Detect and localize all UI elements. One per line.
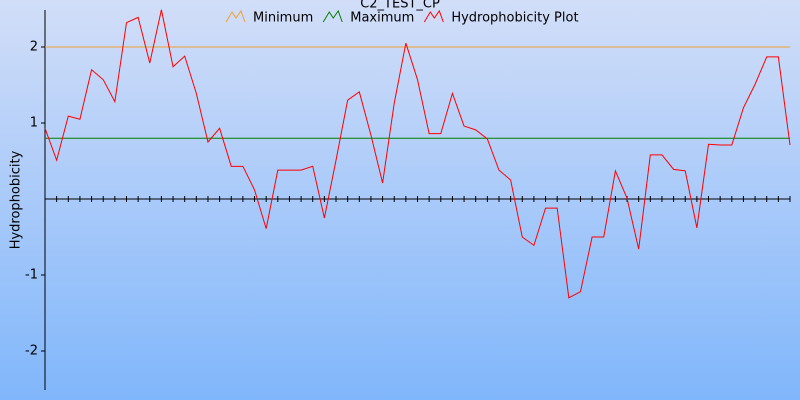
legend-label: Maximum xyxy=(350,11,414,26)
legend-icon xyxy=(423,9,444,23)
y-tick-label: -1 xyxy=(25,268,38,283)
legend-label: Hydrophobicity Plot xyxy=(451,11,578,26)
data-line xyxy=(44,9,791,299)
legend-icon xyxy=(322,9,343,23)
chart-title: C2_TEST_CP xyxy=(360,0,440,12)
legend-icon xyxy=(225,9,246,23)
legend-label: Minimum xyxy=(253,11,313,26)
y-tick-label: 2 xyxy=(30,40,38,55)
y-tick-label: -2 xyxy=(25,344,38,359)
y-axis-label: Hydrophobicity xyxy=(9,150,24,249)
y-tick-label: 1 xyxy=(30,116,38,131)
